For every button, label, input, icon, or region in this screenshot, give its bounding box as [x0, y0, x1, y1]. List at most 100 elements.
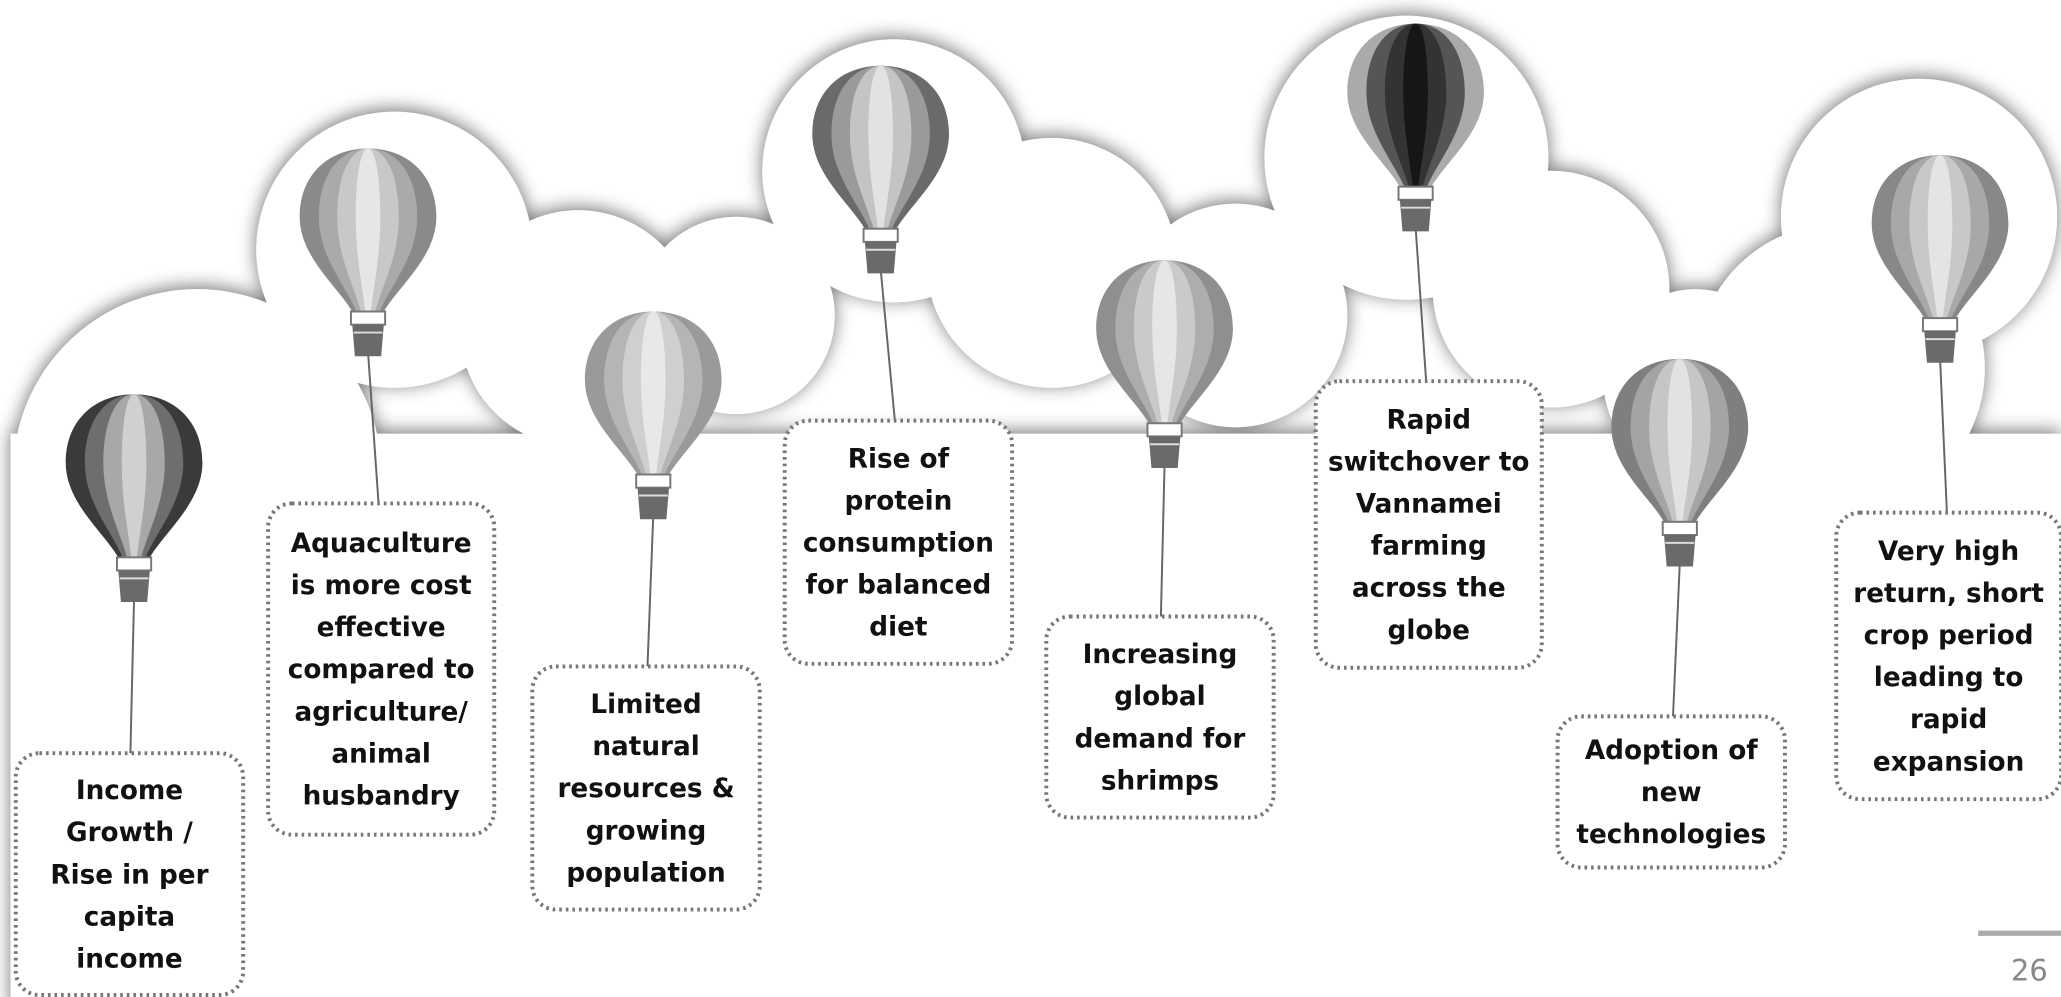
label-line: diet: [869, 613, 927, 643]
label-line: Adoption of: [1585, 736, 1758, 766]
label-line: natural: [592, 732, 699, 762]
label-line: population: [566, 858, 725, 888]
tether: [129, 598, 136, 754]
tether: [1159, 463, 1166, 617]
balloon-item: Increasing global demand for shrimps: [1044, 260, 1276, 820]
label-box: [530, 664, 762, 912]
label-box: [1555, 714, 1787, 870]
label-line: switchover to: [1328, 448, 1529, 478]
balloon: [584, 311, 722, 520]
balloon: [65, 394, 203, 603]
label-box: [13, 751, 246, 997]
basket: [1664, 534, 1696, 567]
balloon-band: [1661, 520, 1698, 536]
balloon-item: Rise of protein consumption for balanced die…: [782, 65, 1015, 666]
balloon-band: [115, 556, 153, 572]
balloon-gore: [640, 311, 666, 475]
basket: [352, 324, 384, 357]
basket: [1399, 199, 1432, 232]
label-box: [1834, 510, 2061, 802]
label-line: Limited: [590, 690, 701, 720]
tether: [1414, 227, 1428, 382]
balloon-item: Adoption of new technologies: [1555, 358, 1787, 870]
label-line: protein: [844, 486, 952, 516]
label-line: agriculture/: [294, 697, 468, 727]
balloon: [1611, 358, 1749, 567]
balloon: [812, 65, 950, 274]
balloon-band: [1146, 422, 1183, 438]
basket: [637, 487, 670, 520]
label-line: leading to: [1874, 663, 2024, 693]
balloon-item: Limited natural resources & growing populati…: [530, 311, 762, 912]
label-box: [266, 501, 497, 837]
label-line: effective: [317, 613, 446, 643]
label-line: husbandry: [303, 781, 460, 811]
label-line: animal: [331, 739, 431, 769]
tether: [646, 515, 655, 667]
label-line: for balanced: [806, 570, 992, 600]
tether: [367, 352, 380, 504]
label-line: Aquaculture: [291, 529, 472, 559]
balloons: Income Growth / Rise in per capita income Aqu…: [13, 23, 2061, 997]
balloon-item: Very high return, short crop period leading…: [1834, 155, 2061, 802]
balloon-item: Income Growth / Rise in per capita income: [13, 394, 246, 997]
label-line: is more cost: [291, 571, 472, 601]
label-box: [1313, 379, 1544, 670]
label-line: growing: [586, 816, 707, 846]
balloon-gore: [121, 394, 147, 558]
label-line: return, short: [1853, 579, 2044, 609]
basket: [1148, 436, 1181, 468]
label-box: [782, 418, 1015, 666]
label-line: expansion: [1873, 747, 2024, 777]
balloon: [1347, 23, 1484, 232]
label-line: demand for: [1075, 724, 1246, 754]
basket: [118, 570, 150, 603]
label-line: Very high: [1878, 537, 2019, 567]
label-line: Increasing: [1083, 640, 1238, 670]
balloon-gore: [1152, 260, 1177, 424]
balloon-band: [862, 227, 899, 243]
balloon-gore: [1927, 155, 1953, 319]
balloon-band: [1922, 317, 1959, 333]
label-line: Rise in per: [50, 860, 208, 890]
balloon-band: [349, 310, 387, 326]
label-line: crop period: [1864, 621, 2034, 651]
basket: [1924, 331, 1956, 363]
label-line: Growth /: [66, 818, 193, 848]
balloon: [1871, 155, 2009, 363]
page-number: 26: [2011, 954, 2048, 988]
label-line: Income: [76, 776, 183, 806]
balloon-gore: [868, 65, 893, 229]
label-box: [1044, 614, 1276, 820]
label-line: new: [1641, 778, 1702, 808]
label-line: Rise of: [848, 444, 950, 474]
balloon-gore: [355, 148, 381, 312]
tether: [1672, 562, 1681, 717]
label-line: capita: [84, 902, 175, 932]
label-line: farming: [1371, 532, 1487, 562]
label-line: compared to: [288, 655, 475, 685]
balloon-band: [1397, 185, 1434, 201]
balloon-band: [635, 473, 672, 489]
balloon-item: Rapid switchover to Vannamei farming across …: [1313, 23, 1544, 670]
label-line: across the: [1352, 574, 1506, 604]
basket: [864, 241, 897, 274]
label-line: Vannamei: [1356, 490, 1502, 520]
balloon: [299, 148, 437, 357]
label-line: consumption: [803, 528, 994, 558]
balloon-gore: [1667, 358, 1693, 522]
label-line: resources &: [557, 774, 734, 804]
label-line: income: [76, 944, 182, 974]
balloon-gore: [1403, 23, 1428, 187]
tether: [879, 269, 896, 421]
label-line: globe: [1388, 616, 1470, 646]
label-line: global: [1114, 682, 1205, 712]
label-line: rapid: [1910, 705, 1987, 735]
balloon: [1096, 260, 1233, 468]
label-line: Rapid: [1386, 406, 1471, 436]
label-line: technologies: [1576, 820, 1766, 850]
balloon-item: Aquaculture is more cost effective compared…: [266, 148, 497, 837]
label-line: shrimps: [1101, 766, 1219, 796]
tether: [1939, 358, 1948, 513]
